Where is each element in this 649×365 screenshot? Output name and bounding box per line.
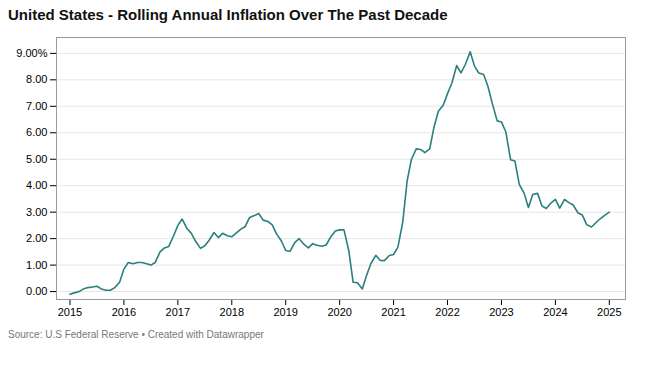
svg-text:1.00: 1.00	[26, 259, 47, 271]
svg-text:9.00%: 9.00%	[16, 47, 47, 59]
svg-text:2017: 2017	[166, 306, 190, 318]
svg-text:2024: 2024	[543, 306, 567, 318]
svg-text:8.00: 8.00	[26, 73, 47, 85]
svg-text:2018: 2018	[220, 306, 244, 318]
svg-text:0.00: 0.00	[26, 285, 47, 297]
svg-text:2015: 2015	[58, 306, 82, 318]
svg-text:2016: 2016	[112, 306, 136, 318]
html-text:United States - Rolling Annual: United States - Rolling Annual Inflation…	[8, 6, 448, 23]
svg-text:2022: 2022	[435, 306, 459, 318]
svg-text:2020: 2020	[327, 306, 351, 318]
svg-text:7.00: 7.00	[26, 100, 47, 112]
svg-text:2019: 2019	[273, 306, 297, 318]
svg-text:2.00: 2.00	[26, 232, 47, 244]
svg-text:2021: 2021	[381, 306, 405, 318]
svg-text:6.00: 6.00	[26, 126, 47, 138]
svg-text:2025: 2025	[597, 306, 621, 318]
svg-text:3.00: 3.00	[26, 206, 47, 218]
svg-text:2023: 2023	[489, 306, 513, 318]
svg-text:5.00: 5.00	[26, 153, 47, 165]
html-text:Source: U.S Federal Reserve •: Source: U.S Federal Reserve • Created wi…	[8, 329, 264, 340]
svg-text:4.00: 4.00	[26, 179, 47, 191]
